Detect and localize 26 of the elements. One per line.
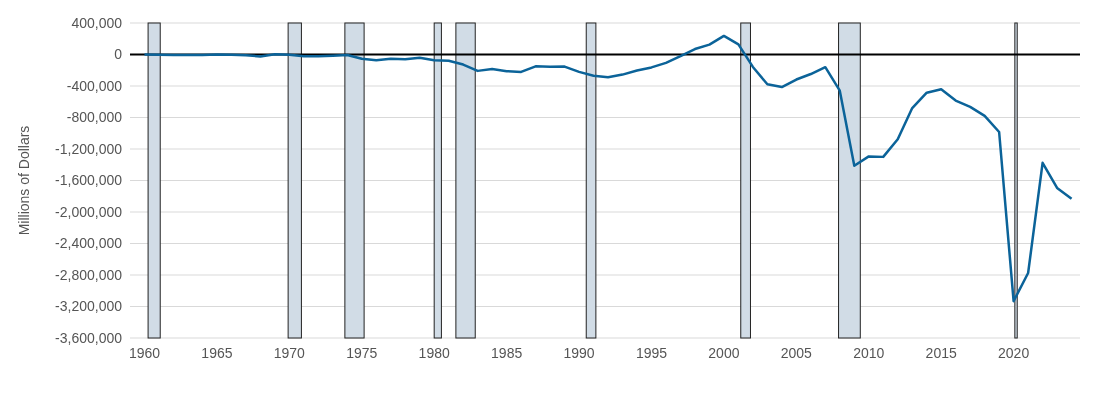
y-tick-label: 400,000: [71, 14, 123, 31]
x-tick-label: 2000: [708, 345, 740, 361]
y-tick-label: -2,400,000: [55, 235, 123, 252]
x-tick-label: 2020: [998, 345, 1030, 361]
x-tick-label: 1965: [201, 345, 233, 361]
y-tick-label: 0: [114, 46, 123, 63]
x-tick-label: 1960: [128, 345, 161, 361]
y-tick-label: -800,000: [66, 109, 123, 126]
x-tick-label: 2010: [853, 345, 885, 361]
x-tick-label: 2005: [780, 345, 813, 361]
x-tick-label: 1975: [346, 345, 378, 361]
x-tick-label: 1970: [273, 345, 306, 361]
x-tick-label: 1990: [563, 345, 595, 361]
x-tick-label: 1995: [635, 345, 668, 361]
y-tick-label: -3,200,000: [55, 298, 123, 315]
x-tick-label: 1985: [491, 345, 523, 361]
y-tick-label: -1,200,000: [55, 140, 123, 157]
x-tick-label: 2015: [925, 345, 957, 361]
y-tick-label: -400,000: [66, 77, 123, 94]
y-tick-label: -1,600,000: [55, 172, 123, 189]
y-axis-title: Millions of Dollars: [16, 125, 32, 236]
x-tick-label: 1980: [418, 345, 450, 361]
y-tick-label: -2,000,000: [55, 203, 123, 220]
y-tick-label: -2,800,000: [55, 266, 123, 283]
line-series: [143, 34, 1073, 303]
y-tick-label: -3,600,000: [55, 329, 123, 346]
